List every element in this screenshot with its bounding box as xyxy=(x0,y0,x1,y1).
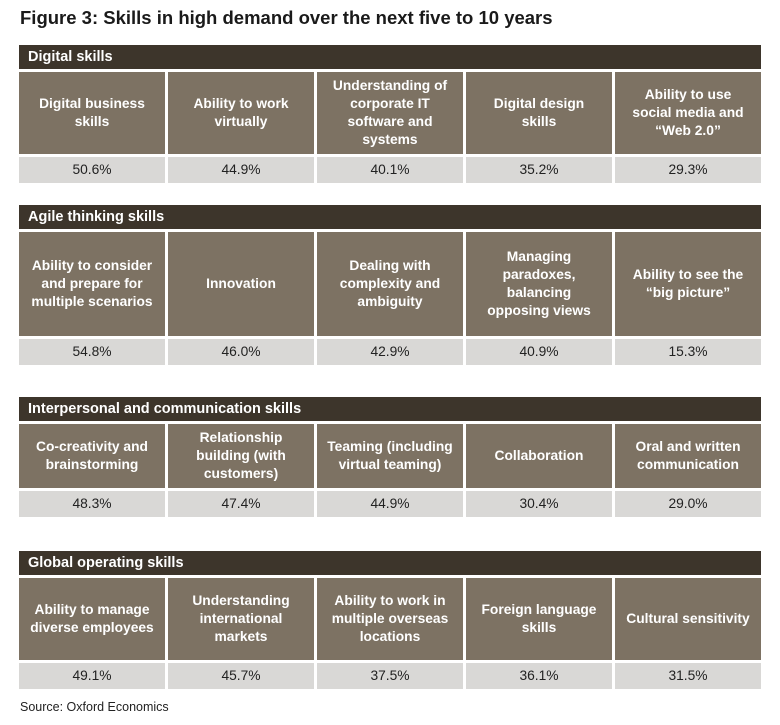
skill-label: Cultural sensitivity xyxy=(615,578,761,660)
figure-title: Figure 3: Skills in high demand over the… xyxy=(20,7,553,28)
source-note: Source: Oxford Economics xyxy=(20,700,169,714)
skill-label: Ability to see the “big picture” xyxy=(615,232,761,336)
section-header: Interpersonal and communication skills xyxy=(19,397,761,421)
skill-value: 46.0% xyxy=(168,339,314,365)
skill-value: 30.4% xyxy=(466,491,612,517)
skill-value: 29.3% xyxy=(615,157,761,183)
skill-value: 44.9% xyxy=(317,491,463,517)
section-digital-skills: Digital skills Digital business skills A… xyxy=(19,45,761,183)
skill-label: Ability to work virtually xyxy=(168,72,314,154)
skill-value-row: 50.6% 44.9% 40.1% 35.2% 29.3% xyxy=(19,154,761,183)
skill-label: Relationship building (with customers) xyxy=(168,424,314,488)
section-interpersonal-communication-skills: Interpersonal and communication skills C… xyxy=(19,397,761,517)
skill-value: 29.0% xyxy=(615,491,761,517)
skill-label: Ability to work in multiple overseas loc… xyxy=(317,578,463,660)
skill-value: 45.7% xyxy=(168,663,314,689)
skill-label: Foreign language skills xyxy=(466,578,612,660)
skill-label: Oral and written communication xyxy=(615,424,761,488)
skill-label: Digital business skills xyxy=(19,72,165,154)
skill-label-row: Ability to manage diverse employees Unde… xyxy=(19,575,761,660)
section-header: Global operating skills xyxy=(19,551,761,575)
skill-value: 40.1% xyxy=(317,157,463,183)
skill-value: 50.6% xyxy=(19,157,165,183)
skill-label: Co-creativity and brainstorming xyxy=(19,424,165,488)
skill-label: Innovation xyxy=(168,232,314,336)
skill-value: 49.1% xyxy=(19,663,165,689)
skill-label: Ability to manage diverse employees xyxy=(19,578,165,660)
skill-label: Dealing with complexity and ambiguity xyxy=(317,232,463,336)
skill-value: 37.5% xyxy=(317,663,463,689)
skill-value: 31.5% xyxy=(615,663,761,689)
skill-label: Understanding international markets xyxy=(168,578,314,660)
skill-value: 36.1% xyxy=(466,663,612,689)
skill-value-row: 48.3% 47.4% 44.9% 30.4% 29.0% xyxy=(19,488,761,517)
skill-value: 15.3% xyxy=(615,339,761,365)
skill-value: 44.9% xyxy=(168,157,314,183)
skill-value: 48.3% xyxy=(19,491,165,517)
skill-label-row: Co-creativity and brainstorming Relation… xyxy=(19,421,761,488)
skill-label: Digital design skills xyxy=(466,72,612,154)
skill-value: 40.9% xyxy=(466,339,612,365)
skill-label-row: Digital business skills Ability to work … xyxy=(19,69,761,154)
skill-value: 35.2% xyxy=(466,157,612,183)
skill-label: Managing paradoxes, balancing opposing v… xyxy=(466,232,612,336)
section-global-operating-skills: Global operating skills Ability to manag… xyxy=(19,551,761,689)
section-header: Agile thinking skills xyxy=(19,205,761,229)
skill-label: Collaboration xyxy=(466,424,612,488)
skill-value: 47.4% xyxy=(168,491,314,517)
skill-value-row: 54.8% 46.0% 42.9% 40.9% 15.3% xyxy=(19,336,761,365)
skill-label-row: Ability to consider and prepare for mult… xyxy=(19,229,761,336)
skill-label: Understanding of corporate IT software a… xyxy=(317,72,463,154)
skill-label: Ability to use social media and “Web 2.0… xyxy=(615,72,761,154)
skill-label: Teaming (including virtual teaming) xyxy=(317,424,463,488)
skill-value: 42.9% xyxy=(317,339,463,365)
section-header: Digital skills xyxy=(19,45,761,69)
skill-value: 54.8% xyxy=(19,339,165,365)
skill-value-row: 49.1% 45.7% 37.5% 36.1% 31.5% xyxy=(19,660,761,689)
skill-label: Ability to consider and prepare for mult… xyxy=(19,232,165,336)
section-agile-thinking-skills: Agile thinking skills Ability to conside… xyxy=(19,205,761,365)
